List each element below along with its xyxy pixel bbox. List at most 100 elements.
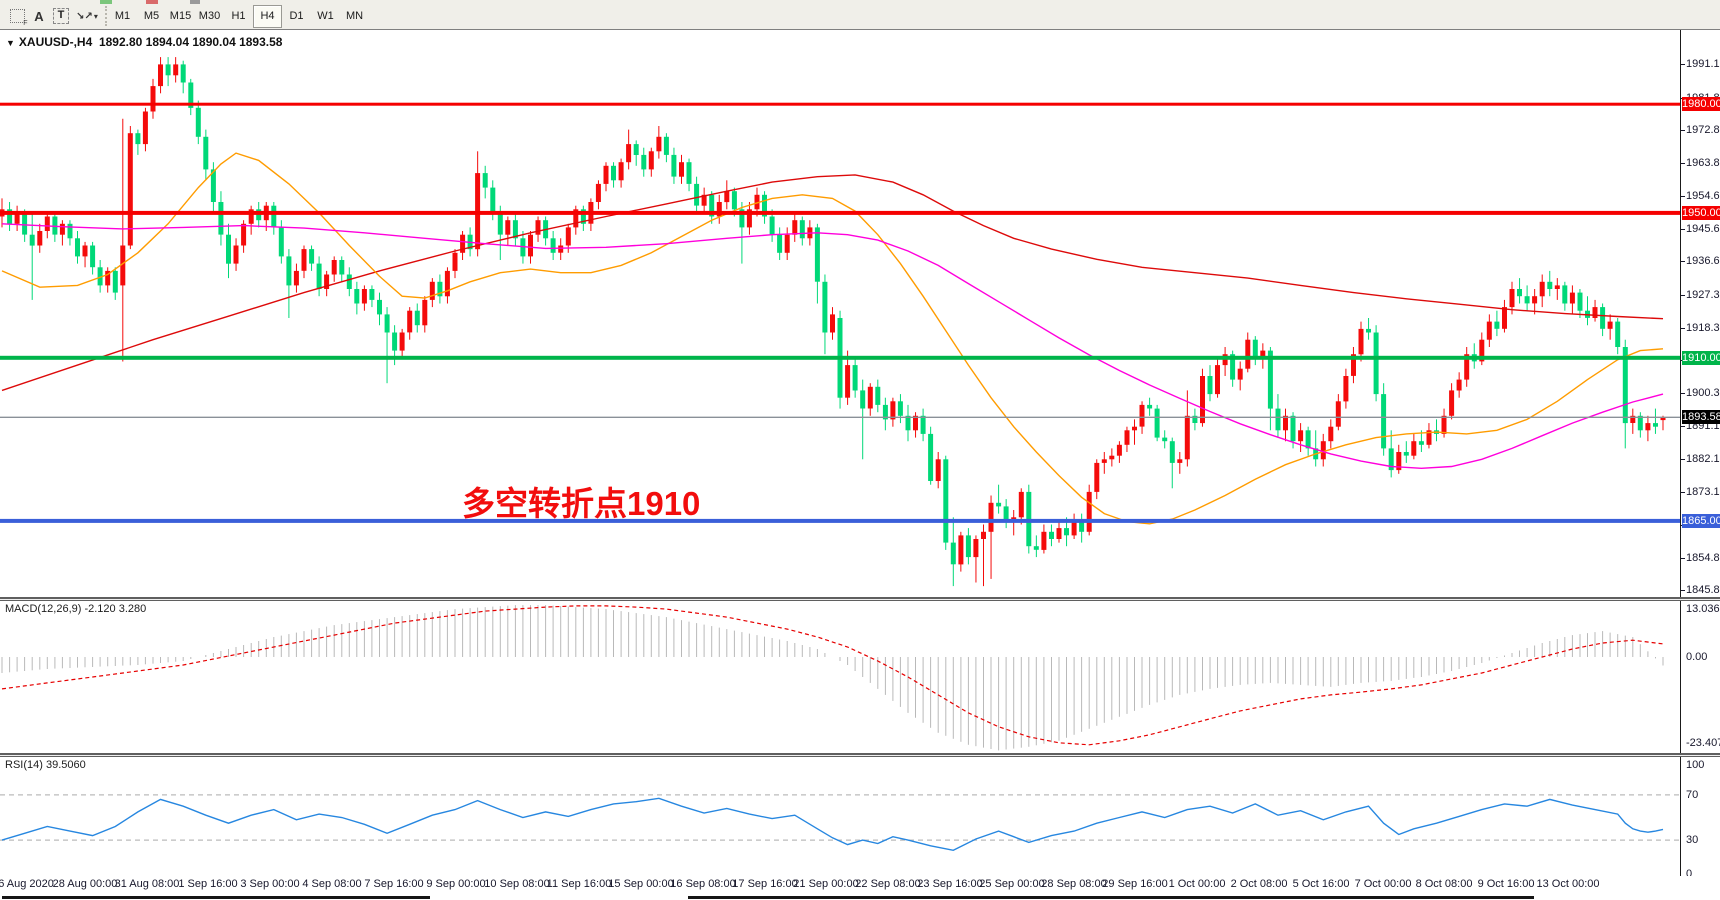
chart-symbol: XAUUSD-,H4 xyxy=(18,35,93,49)
price-level-badge: 1910.00 xyxy=(1682,351,1720,365)
price-tick-label: 1963.85 xyxy=(1686,157,1720,169)
date-tick-label: 5 Oct 16:00 xyxy=(1292,878,1350,890)
chart-title: ▼ XAUUSD-,H4 1892.80 1894.04 1890.04 1893… xyxy=(6,35,282,49)
date-tick-label: 7 Sep 16:00 xyxy=(364,878,424,890)
price-tick xyxy=(1681,261,1685,262)
price-tick xyxy=(1681,492,1685,493)
price-tick xyxy=(1681,393,1685,394)
date-tick-label: 26 Aug 2020 xyxy=(0,878,54,890)
macd-canvas[interactable] xyxy=(0,601,1680,753)
macd-max-label: 13.036 xyxy=(1686,603,1720,615)
rsi-axis[interactable]: 100 70 30 0 xyxy=(1680,757,1720,880)
date-tick-label: 28 Sep 08:00 xyxy=(1041,878,1107,890)
price-tick-label: 1954.60 xyxy=(1686,190,1720,202)
date-tick-label: 23 Sep 16:00 xyxy=(917,878,983,890)
price-tick xyxy=(1681,130,1685,131)
chart-ohlc: 1892.80 1894.04 1890.04 1893.58 xyxy=(98,35,283,49)
price-tick xyxy=(1681,426,1685,427)
price-tick xyxy=(1681,196,1685,197)
text-a-icon[interactable]: A xyxy=(34,8,44,24)
rsi-tick-label: 30 xyxy=(1686,834,1699,846)
date-tick-label: 16 Sep 08:00 xyxy=(670,878,736,890)
date-tick-label: 9 Sep 00:00 xyxy=(426,878,486,890)
dashed-frame-f-icon[interactable]: F xyxy=(6,6,28,27)
price-tick xyxy=(1681,64,1685,65)
rsi-tick-label: 0 xyxy=(1686,868,1693,880)
date-tick-label: 28 Aug 00:00 xyxy=(52,878,118,890)
chart-annotation-text: 多空转折点1910 xyxy=(462,485,701,522)
date-tick-label: 11 Sep 16:00 xyxy=(546,878,612,890)
price-tick-label: 1945.60 xyxy=(1686,223,1720,235)
price-tick-label: 1900.35 xyxy=(1686,387,1720,399)
rsi-label: RSI(14) 39.5060 xyxy=(5,759,86,771)
rsi-panel: RSI(14) 39.5060 100 70 30 0 xyxy=(0,757,1720,880)
price-level-badge: 1865.00 xyxy=(1682,514,1720,528)
timeframe-button-h1[interactable]: H1 xyxy=(231,9,246,22)
text-label-t-icon[interactable]: T xyxy=(50,6,72,26)
macd-min-label: -23.407 xyxy=(1686,737,1720,749)
date-tick-label: 8 Oct 08:00 xyxy=(1415,878,1473,890)
arrows-tool-icon[interactable]: ↘↗ ▾ xyxy=(76,10,98,22)
date-tick-label: 10 Sep 08:00 xyxy=(484,878,550,890)
price-tick-label: 1927.35 xyxy=(1686,289,1720,301)
toolbar: F A T ↘↗ ▾ M1 M5 M15 M30 H1 H4 D1 W1 MN xyxy=(0,0,1720,30)
date-tick-label: 31 Aug 08:00 xyxy=(114,878,180,890)
date-tick-label: 2 Oct 08:00 xyxy=(1230,878,1288,890)
toolbar-separator xyxy=(105,6,112,26)
clipped-toolbar-icon xyxy=(146,0,158,4)
price-tick-label: 1972.85 xyxy=(1686,124,1720,136)
price-tick xyxy=(1681,459,1685,460)
price-tick-label: 1873.10 xyxy=(1686,486,1720,498)
price-tick xyxy=(1681,229,1685,230)
date-tick-label: 7 Oct 00:00 xyxy=(1354,878,1412,890)
date-tick-label: 1 Oct 00:00 xyxy=(1168,878,1226,890)
current-price-badge: 1893.58 xyxy=(1682,410,1720,424)
date-tick-label: 13 Oct 00:00 xyxy=(1536,878,1600,890)
price-tick xyxy=(1681,328,1685,329)
price-tick-label: 1936.60 xyxy=(1686,255,1720,267)
date-tick-label: 29 Sep 16:00 xyxy=(1102,878,1168,890)
timeframe-group: M1 M5 M15 M30 H1 H4 D1 W1 MN xyxy=(108,4,369,28)
date-tick-label: 9 Oct 16:00 xyxy=(1477,878,1535,890)
date-tick-label: 4 Sep 08:00 xyxy=(302,878,362,890)
price-tick-label: 1854.85 xyxy=(1686,552,1720,564)
date-tick-label: 22 Sep 08:00 xyxy=(855,878,921,890)
timeframe-button-m5[interactable]: M5 xyxy=(143,9,160,22)
price-chart-panel: ▼ XAUUSD-,H4 1892.80 1894.04 1890.04 1893… xyxy=(0,30,1720,597)
clipped-toolbar-icon xyxy=(190,0,200,4)
macd-zero-label: 0.00 xyxy=(1686,651,1708,663)
panel-separator[interactable] xyxy=(0,753,1720,757)
price-chart-canvas[interactable] xyxy=(0,30,1680,597)
rsi-canvas[interactable] xyxy=(0,757,1680,876)
price-tick xyxy=(1681,163,1685,164)
price-level-badge: 1950.00 xyxy=(1682,206,1720,220)
timeframe-button-mn[interactable]: MN xyxy=(345,9,364,22)
price-tick xyxy=(1681,558,1685,559)
macd-label: MACD(12,26,9) -2.120 3.280 xyxy=(5,603,147,615)
timeframe-button-w1[interactable]: W1 xyxy=(317,9,334,22)
timeframe-button-m1[interactable]: M1 xyxy=(114,9,131,22)
price-tick xyxy=(1681,295,1685,296)
timeframe-button-d1[interactable]: D1 xyxy=(289,9,304,22)
clipped-toolbar-icon xyxy=(100,0,112,4)
price-tick-label: 1882.10 xyxy=(1686,453,1720,465)
rsi-tick-label: 100 xyxy=(1686,759,1705,771)
price-tick-label: 1845.85 xyxy=(1686,584,1720,596)
dropdown-caret-icon[interactable]: ▾ xyxy=(93,11,98,21)
timeframe-button-m30[interactable]: M30 xyxy=(198,9,221,22)
macd-panel: MACD(12,26,9) -2.120 3.280 13.036 0.00 -… xyxy=(0,601,1720,753)
date-tick-label: 25 Sep 00:00 xyxy=(979,878,1045,890)
date-tick-label: 17 Sep 16:00 xyxy=(732,878,798,890)
timeframe-button-h4[interactable]: H4 xyxy=(253,4,282,28)
panel-separator[interactable] xyxy=(0,597,1720,601)
bottom-bar-segment xyxy=(688,896,1534,899)
price-axis[interactable]: 1991.101981.851972.851963.851954.601945.… xyxy=(1680,30,1720,597)
date-tick-label: 3 Sep 00:00 xyxy=(240,878,300,890)
collapse-triangle-icon[interactable]: ▼ xyxy=(6,38,15,48)
timeframe-button-m15[interactable]: M15 xyxy=(169,9,192,22)
price-tick-label: 1991.10 xyxy=(1686,58,1720,70)
macd-axis[interactable]: 13.036 0.00 -23.407 xyxy=(1680,601,1720,753)
bottom-bar-segment xyxy=(2,896,430,899)
